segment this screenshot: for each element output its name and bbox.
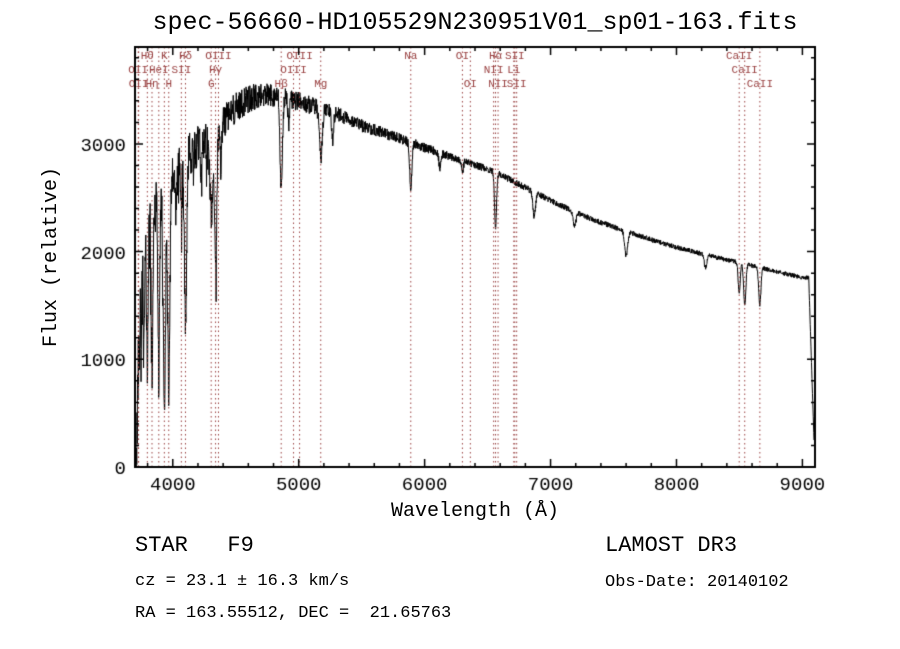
plot-title: spec-56660-HD105529N230951V01_sp01-163.f… — [152, 8, 798, 37]
obs-date-label: Obs-Date: 20140102 — [605, 573, 789, 592]
cz-value: cz = 23.1 ± 16.3 km/s — [135, 572, 350, 591]
x-axis-label: Wavelength (Å) — [390, 500, 560, 523]
survey-label: LAMOST DR3 — [605, 533, 738, 558]
y-axis-label: Flux (relative) — [40, 166, 63, 348]
object-class-label: STAR F9 — [135, 533, 254, 558]
ra-dec-value: RA = 163.55512, DEC = 21.65763 — [135, 604, 452, 623]
